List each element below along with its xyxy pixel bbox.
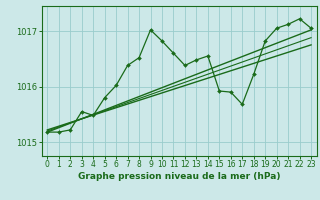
- X-axis label: Graphe pression niveau de la mer (hPa): Graphe pression niveau de la mer (hPa): [78, 172, 280, 181]
